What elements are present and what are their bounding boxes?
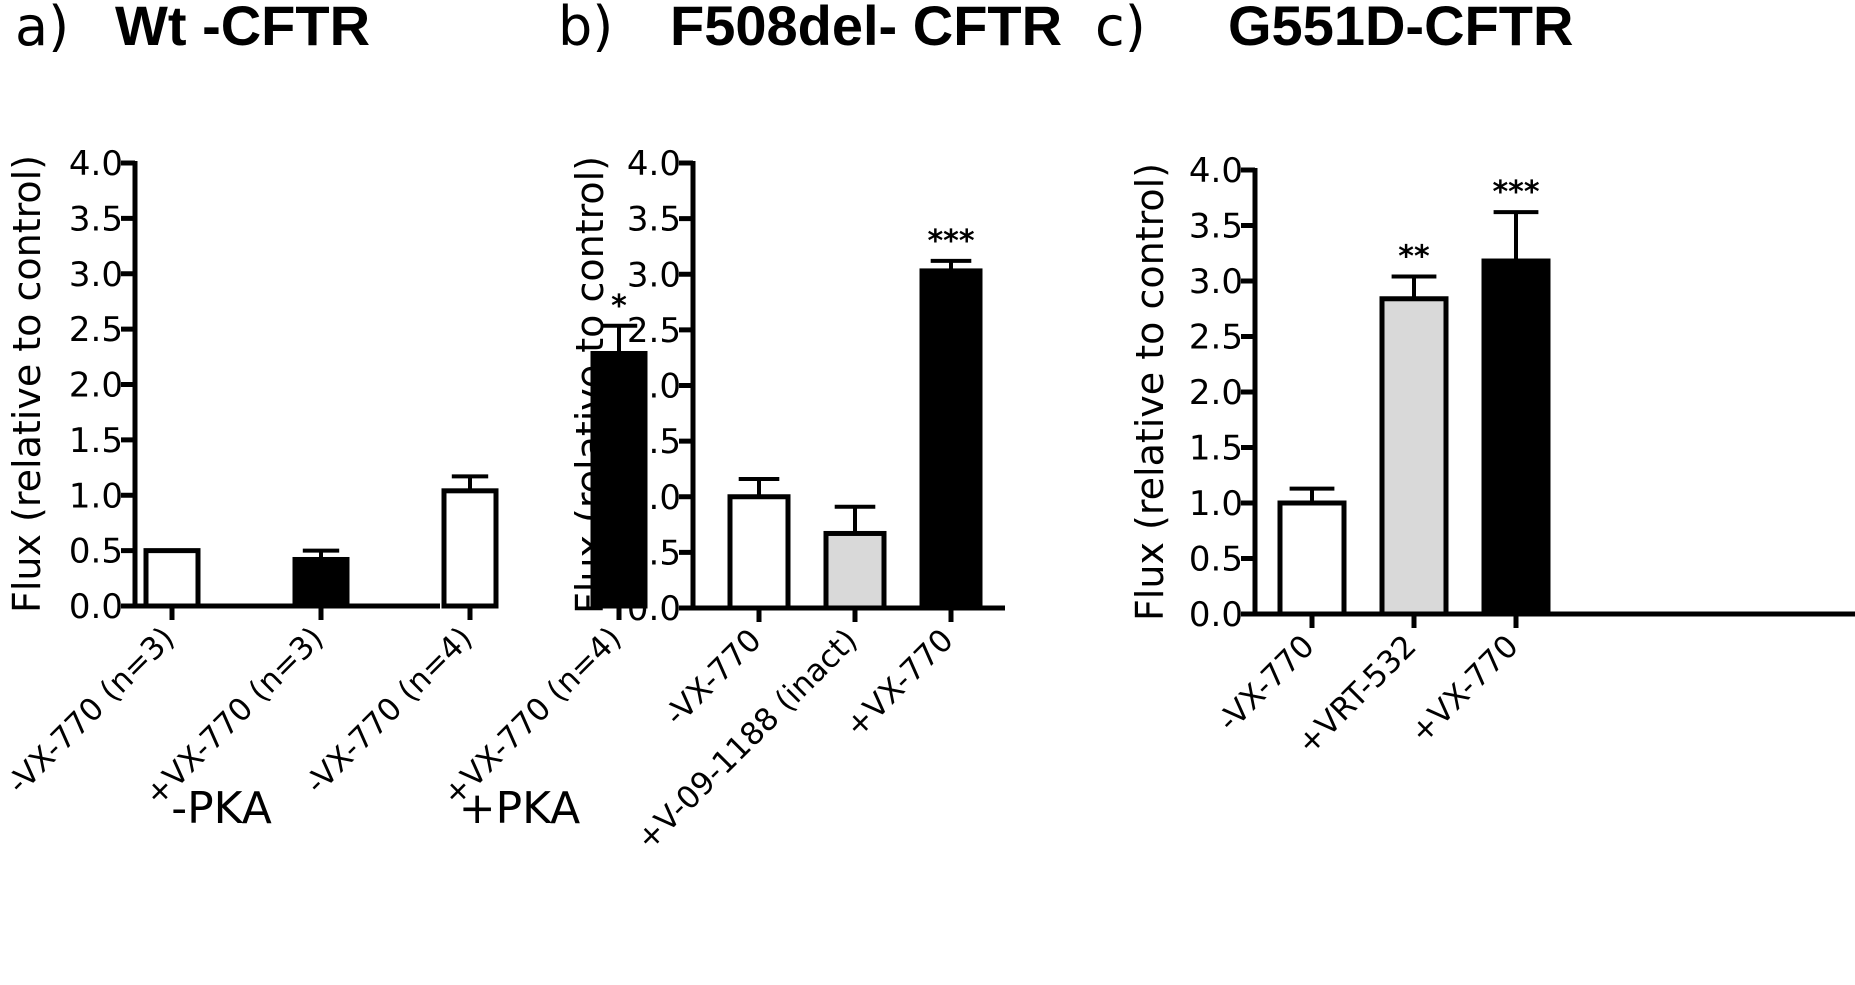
y-axis-label: Flux (relative to control): [568, 156, 612, 614]
bar: [1481, 258, 1551, 617]
y-tick-label: 0.0: [69, 587, 123, 627]
y-tick-label: 2.0: [69, 366, 123, 406]
y-tick-label: 3.5: [1189, 207, 1243, 247]
panel-a: a) Wt -CFTR Flux (relative to control) 0.0 0…: [1, 0, 648, 834]
chart-title: F508del- CFTR: [670, 0, 1062, 57]
y-tick-label: 1.0: [69, 476, 123, 516]
panel-letter: c): [1095, 0, 1146, 58]
panel-c: c) G551D-CFTR Flux (relative to control) 0.…: [1095, 0, 1855, 762]
y-tick-label: 2.0: [1189, 373, 1243, 413]
y-tick-label: 0.5: [627, 533, 681, 573]
y-tick-label: 3.0: [69, 255, 123, 295]
y-axis-label: Flux (relative to control): [1128, 163, 1172, 621]
y-tick-label: 0.5: [1189, 540, 1243, 580]
y-tick-label: 3.5: [69, 199, 123, 239]
chart-title: G551D-CFTR: [1228, 0, 1573, 57]
y-tick-label: 3.0: [1189, 262, 1243, 302]
y-tick-label: 2.5: [627, 311, 681, 351]
bar: [919, 268, 983, 611]
y-tick-label: 0.0: [1189, 595, 1243, 635]
x-tick-label: +VX-770: [1403, 628, 1525, 750]
chart-title: Wt -CFTR: [115, 0, 370, 57]
significance-label: ***: [1492, 175, 1539, 210]
bar: [143, 548, 201, 609]
significance-label: **: [1398, 240, 1430, 275]
y-tick-label: 1.0: [1189, 484, 1243, 524]
y-axis-label: Flux (relative to control): [5, 155, 49, 613]
panel-b: b) F508del- CFTR Flux (relative to control…: [558, 0, 1062, 857]
y-tick-label: 0.5: [69, 532, 123, 572]
y-tick-label: 2.0: [627, 367, 681, 407]
y-tick-label: 1.5: [1189, 429, 1243, 469]
y-tick-label: 1.5: [627, 422, 681, 462]
bar: [292, 556, 350, 609]
y-tick-label: 1.5: [69, 421, 123, 461]
panel-letter: a): [15, 0, 69, 58]
y-tick-label: 2.5: [69, 310, 123, 350]
y-tick-label: 3.0: [627, 255, 681, 295]
bar: [823, 530, 887, 611]
significance-label: ***: [927, 224, 974, 259]
bar: [1379, 296, 1449, 617]
bar: [441, 488, 499, 609]
y-tick-label: 4.0: [69, 144, 123, 184]
bar: [727, 494, 791, 611]
y-tick-label: 3.5: [627, 200, 681, 240]
y-tick-label: 4.0: [1189, 151, 1243, 191]
group-label: +PKA: [459, 783, 581, 834]
panel-letter: b): [558, 0, 613, 58]
bar: [1277, 500, 1347, 617]
y-tick-label: 1.0: [627, 478, 681, 518]
significance-label: *: [611, 289, 627, 324]
bar: [590, 350, 648, 609]
y-tick-label: 0.0: [627, 589, 681, 629]
y-tick-label: 2.5: [1189, 318, 1243, 358]
group-label: -PKA: [171, 783, 272, 834]
y-tick-label: 4.0: [627, 144, 681, 184]
